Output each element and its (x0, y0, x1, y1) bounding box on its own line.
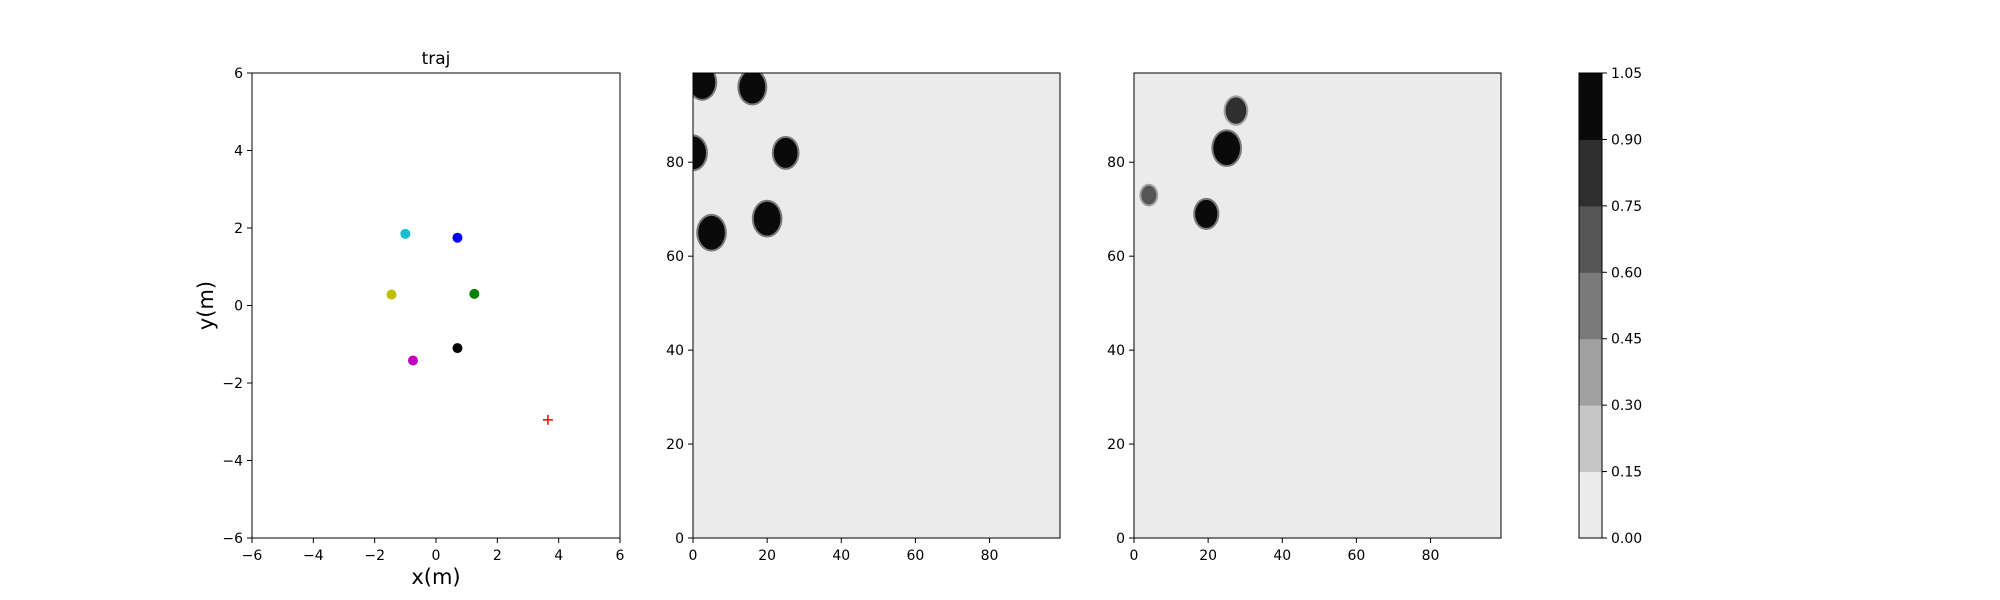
map2-y-tick-label: 20 (1107, 437, 1125, 453)
goal-marker (542, 414, 553, 425)
map1-plot-frame (692, 72, 1061, 539)
robot-position-point (400, 228, 411, 239)
occupancy-map-1: 00 20 20 40 40 60 60 80 80 (666, 72, 1061, 564)
traj-plot-frame (251, 72, 621, 539)
map2-x-tick-label: 40 (1273, 548, 1291, 564)
map1-x-tick-label: 80 (981, 548, 999, 564)
traj-x-tick-label: −2 (364, 548, 385, 564)
occupancy-blob (1225, 97, 1247, 124)
occupancy-blob (1141, 185, 1157, 205)
traj-x-tick-label: 2 (493, 548, 502, 564)
map1-x-tick-label: 0 (689, 548, 698, 564)
map1-plot-area (693, 73, 1060, 538)
map1-y-tick-label: 80 (666, 155, 684, 171)
robot-position-point (452, 343, 463, 354)
colorbar-tick-label: 0.15 (1611, 465, 1642, 481)
traj-y-axis-label: y(m) (194, 281, 218, 330)
traj-y-tick-label: 4 (234, 144, 243, 160)
traj-plot-title: traj (422, 49, 451, 69)
robot-position-point (386, 289, 397, 300)
map2-x-tick-label: 80 (1422, 548, 1440, 564)
map2-x-tick-label: 0 (1130, 548, 1139, 564)
traj-x-axis-label: x(m) (411, 565, 460, 589)
map2-axes: 00 20 20 40 40 60 60 80 80 (1107, 155, 1439, 564)
colorbar-band (1579, 205, 1602, 273)
traj-x-tick-label: 4 (554, 548, 563, 564)
traj-plot-area (252, 73, 620, 538)
occupancy-blob (753, 201, 781, 236)
traj-y-tick-label: −2 (222, 376, 243, 392)
map1-occupancy-blobs (693, 73, 800, 252)
traj-y-tick-label: 0 (234, 299, 243, 315)
colorbar-band (1579, 338, 1602, 406)
traj-y-tick-label: 2 (234, 221, 243, 237)
map1-y-tick-label: 40 (666, 343, 684, 359)
trajectory-plot: traj −6−6 −4 −4 −2 −2 0 0 2 2 4 4 6 6 x(m) y(m) (194, 49, 625, 589)
occupancy-blob (1195, 199, 1218, 228)
colorbar-tick-label: 0.60 (1611, 265, 1642, 281)
colorbar-tick-label: 1.05 (1611, 66, 1642, 82)
occupancy-blob (739, 73, 766, 104)
map2-x-tick-label: 60 (1348, 548, 1366, 564)
colorbar-band (1579, 73, 1602, 140)
occupancy-blob (773, 137, 798, 168)
map2-occupancy-blobs (1139, 95, 1249, 230)
occupancy-blob (693, 73, 716, 99)
robot-position-point (469, 288, 480, 299)
occupancy-blob (1213, 131, 1241, 166)
robot-position-point (408, 355, 418, 366)
map1-y-tick-label: 20 (666, 437, 684, 453)
colorbar-bands (1579, 73, 1602, 539)
map2-plot-area (1134, 73, 1501, 538)
colorbar-band (1579, 139, 1602, 207)
traj-data-points (386, 228, 553, 425)
colorbar-frame (1578, 72, 1603, 539)
colorbar-band (1579, 272, 1602, 340)
colorbar-tick-label: 0.00 (1611, 531, 1642, 547)
traj-axes: −6−6 −4 −4 −2 −2 0 0 2 2 4 4 6 6 (222, 66, 624, 564)
colorbar-tick-label: 0.45 (1611, 332, 1642, 348)
traj-x-tick-label: −6 (242, 548, 263, 564)
map1-x-tick-label: 20 (758, 548, 776, 564)
colorbar-tick-label: 0.90 (1611, 132, 1642, 148)
colorbar-ticks: 0.00 0.15 0.30 0.45 0.60 0.75 0.90 1.05 (1602, 66, 1642, 547)
traj-x-tick-label: 0 (432, 548, 441, 564)
map1-y-tick-label: 0 (675, 531, 684, 547)
map1-y-tick-label: 60 (666, 249, 684, 265)
map1-x-tick-label: 60 (907, 548, 925, 564)
map2-y-tick-label: 60 (1107, 249, 1125, 265)
occupancy-blob (698, 215, 725, 250)
colorbar-band (1579, 471, 1602, 539)
map2-y-tick-label: 80 (1107, 155, 1125, 171)
map2-plot-frame (1133, 72, 1502, 539)
occupancy-map-2: 00 20 20 40 40 60 60 80 80 (1107, 72, 1502, 564)
map2-x-tick-label: 20 (1199, 548, 1217, 564)
traj-x-tick-label: 6 (616, 548, 625, 564)
traj-y-tick-label: −6 (222, 531, 243, 547)
colorbar-tick-label: 0.30 (1611, 398, 1642, 414)
map1-x-tick-label: 40 (832, 548, 850, 564)
traj-x-tick-label: −4 (303, 548, 324, 564)
traj-y-tick-label: 6 (234, 66, 243, 82)
colorbar-tick-label: 0.75 (1611, 199, 1642, 215)
map2-y-tick-label: 40 (1107, 343, 1125, 359)
colorbar: 0.00 0.15 0.30 0.45 0.60 0.75 0.90 1.05 (1578, 66, 1642, 547)
traj-y-tick-label: −4 (222, 454, 243, 470)
map2-y-tick-label: 0 (1116, 531, 1125, 547)
robot-position-point (452, 232, 463, 243)
occupancy-blob (693, 136, 706, 170)
colorbar-band (1579, 405, 1602, 473)
map1-axes: 00 20 20 40 40 60 60 80 80 (666, 155, 998, 564)
